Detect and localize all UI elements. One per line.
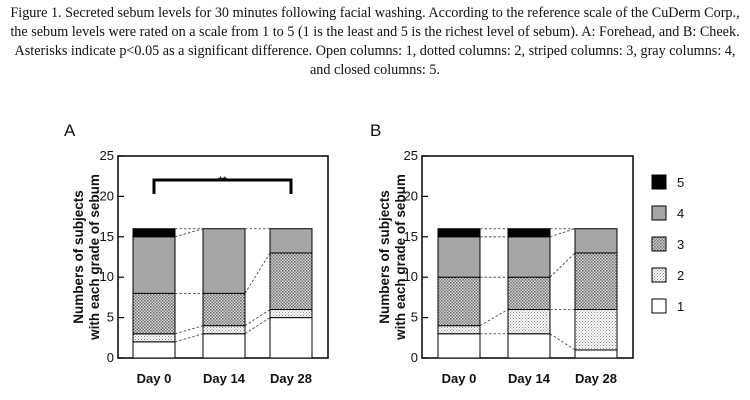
bar-segment-grade-5 [132,228,176,238]
y-tick-label: 25 [404,148,418,163]
legend: 5 4 3 2 1 [651,174,684,314]
connector-line [244,252,271,294]
y-tick-label: 0 [107,350,114,365]
legend-label: 5 [677,175,684,190]
connector-line [174,228,204,238]
bar-segment-grade-2 [574,309,618,351]
bar-segment-grade-3 [507,276,551,311]
x-tick-label: Day 0 [442,371,477,386]
y-tick-label: 5 [107,310,114,325]
bar-segment-grade-2 [202,325,246,335]
y-tick-label: 15 [100,229,114,244]
bar-segment-grade-4 [202,228,246,294]
chart-panel-b: B Numbers of subjectswith each grade of s… [370,121,634,386]
connector-line [549,228,576,238]
legend-label: 2 [677,268,684,283]
bar-segment-grade-3 [202,292,246,327]
figure-caption: Figure 1. Secreted sebum levels for 30 m… [10,5,740,78]
y-tick-label: 20 [100,188,114,203]
legend-swatch-grade-5 [651,174,667,190]
x-tick-label: Day 28 [270,371,312,386]
bar-segment-grade-3 [574,252,618,311]
y-axis-label-line: with each grade of sebum [393,174,408,341]
y-tick-label: 10 [404,269,418,284]
bar-segment-grade-4 [574,228,618,254]
chart-panel-a: A Numbers of subjectswith each grade of s… [64,121,329,386]
bar-segment-grade-1 [132,341,176,359]
x-tick-label: Day 0 [137,371,172,386]
y-axis-label-line: with each grade of sebum [87,174,102,341]
connector-line [549,333,576,351]
connector-line [174,325,204,335]
panel-letter: B [370,121,381,140]
y-axis-label: Numbers of subjectswith each grade of se… [71,174,102,341]
bar-segment-grade-1 [574,349,618,359]
x-tick-label: Day 28 [575,371,617,386]
connector-line [174,333,204,343]
bar-segment-grade-4 [269,228,313,254]
legend-swatch-grade-4 [651,205,667,221]
y-tick-label: 0 [411,350,418,365]
y-tick-label: 25 [100,148,114,163]
x-tick-label: Day 14 [508,371,551,386]
panel-letter: A [64,121,76,140]
connector-line [244,309,271,327]
bar-segment-grade-1 [437,333,481,359]
bar-segment-grade-2 [269,309,313,319]
bar-segment-grade-2 [437,325,481,335]
bar-segment-grade-5 [437,228,481,238]
bar-segment-grade-3 [437,276,481,327]
bar-segment-grade-4 [437,236,481,278]
legend-label: 3 [677,237,684,252]
y-tick-label: 15 [404,229,418,244]
legend-swatch-grade-1 [651,298,667,314]
legend-label: 4 [677,206,684,221]
bar-segment-grade-1 [202,333,246,359]
significance-bracket [152,178,293,194]
connector-line [244,317,271,335]
bar-segment-grade-3 [132,292,176,335]
y-axis-label-line: Numbers of subjects [377,190,392,324]
bar-segment-grade-1 [269,317,313,359]
bar-segment-grade-5 [507,228,551,238]
connector-line [479,309,509,327]
x-tick-label: Day 14 [203,371,246,386]
bar-segment-grade-3 [269,252,313,311]
y-tick-label: 5 [411,310,418,325]
bar-segment-grade-4 [132,236,176,294]
y-tick-label: 20 [404,188,418,203]
bar-segment-grade-4 [507,236,551,278]
legend-swatch-grade-3 [651,236,667,252]
y-tick-label: 10 [100,269,114,284]
significance-label: ** [218,175,227,187]
y-axis-label: Numbers of subjectswith each grade of se… [377,174,408,341]
connector-line [549,252,576,278]
bar-segment-grade-2 [132,333,176,343]
y-axis-label-line: Numbers of subjects [71,190,86,324]
bar-segment-grade-1 [507,333,551,359]
legend-swatch-grade-2 [651,267,667,283]
legend-label: 1 [677,299,684,314]
bar-segment-grade-2 [507,309,551,335]
